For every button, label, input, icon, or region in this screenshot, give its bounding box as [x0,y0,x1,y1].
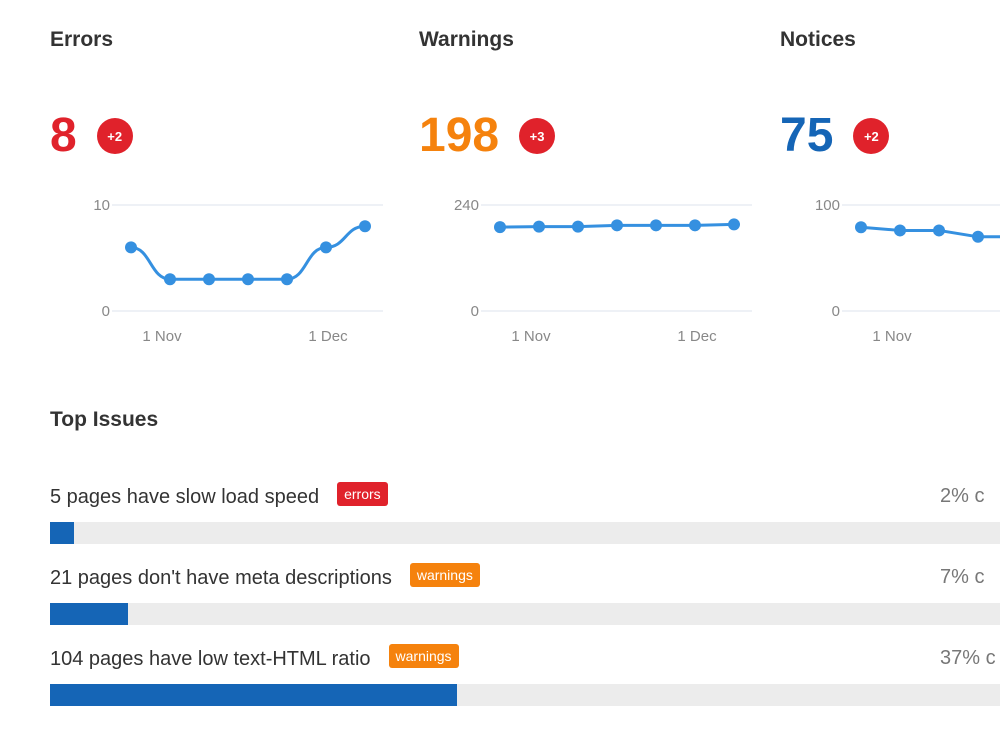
issue-row: 21 pages don't have meta descriptions war… [50,563,1000,633]
errors-trend-chart: 10 0 1 Nov 1 Dec [93,197,383,345]
data-point [125,241,137,254]
progress-fill [50,522,74,544]
notices-panel: Notices 75 +2 100 0 1 Nov [780,0,1000,360]
issue-type-tag: errors [337,482,388,506]
issue-row: 5 pages have slow load speed errors 2% c [50,482,1000,552]
data-point [689,219,701,232]
data-point [894,224,906,237]
data-point [281,273,293,286]
issue-percent: 37% c [940,647,996,669]
panel-title: Notices [780,28,856,51]
x-tick-label: 1 Dec [308,328,348,345]
notices-trend-chart: 100 0 1 Nov [815,197,1000,345]
data-point [203,273,215,286]
panel-title: Errors [50,28,114,51]
metric-row: 75 +2 [780,108,890,164]
issue-type-tag: warnings [409,563,480,587]
errors-panel: Errors 8 +2 10 0 1 Nov 1 Dec [50,0,390,360]
data-point [242,273,254,286]
data-point [320,241,332,254]
trend-line [130,224,366,281]
data-point [494,221,506,234]
data-point [728,218,740,231]
data-point [650,219,662,232]
panel-title: Warnings [419,28,514,51]
issue-link[interactable]: 21 pages don't have meta descriptions [50,567,392,589]
y-tick-label: 100 [815,197,840,214]
data-point [572,220,584,233]
metric-row: 8 +2 [50,108,133,164]
issue-percent: 7% c [940,566,985,588]
y-tick-label: 0 [832,303,840,320]
data-point [359,220,371,233]
issue-link[interactable]: 5 pages have slow load speed [50,486,320,508]
top-issues-title: Top Issues [50,408,159,431]
issue-type-tag: warnings [388,644,459,668]
issue-label: 104 pages have low text-HTML ratio warnin… [50,644,459,673]
progress-track [50,684,1000,706]
metric-value[interactable]: 8 [50,109,77,162]
data-point [533,220,545,233]
progress-fill [50,684,457,706]
warnings-trend-chart: 240 0 1 Nov 1 Dec [454,197,752,345]
issue-label: 5 pages have slow load speed errors [50,482,388,511]
metric-value[interactable]: 198 [419,109,500,162]
data-point [855,221,867,234]
delta-badge: +2 [96,118,133,154]
metric-value[interactable]: 75 [780,109,834,162]
y-tick-label: 10 [93,197,110,214]
y-tick-label: 240 [454,197,479,214]
x-tick-label: 1 Nov [142,328,182,345]
y-tick-label: 0 [471,303,479,320]
y-tick-label: 0 [102,303,110,320]
delta-badge: +2 [853,118,890,154]
issue-link[interactable]: 104 pages have low text-HTML ratio [50,648,371,670]
issue-row: 104 pages have low text-HTML ratio warnin… [50,644,1000,714]
data-point [933,224,945,237]
progress-track [50,603,1000,625]
x-tick-label: 1 Dec [677,328,717,345]
progress-fill [50,603,128,625]
data-point [972,230,984,243]
x-tick-label: 1 Nov [872,328,912,345]
warnings-panel: Warnings 198 +3 240 0 1 Nov 1 Dec [419,0,759,360]
data-point [611,219,623,232]
issue-percent: 2% c [940,485,985,507]
metric-row: 198 +3 [419,108,556,164]
delta-badge: +3 [519,118,556,154]
data-point [164,273,176,286]
progress-track [50,522,1000,544]
issue-label: 21 pages don't have meta descriptions war… [50,563,480,592]
x-tick-label: 1 Nov [511,328,551,345]
